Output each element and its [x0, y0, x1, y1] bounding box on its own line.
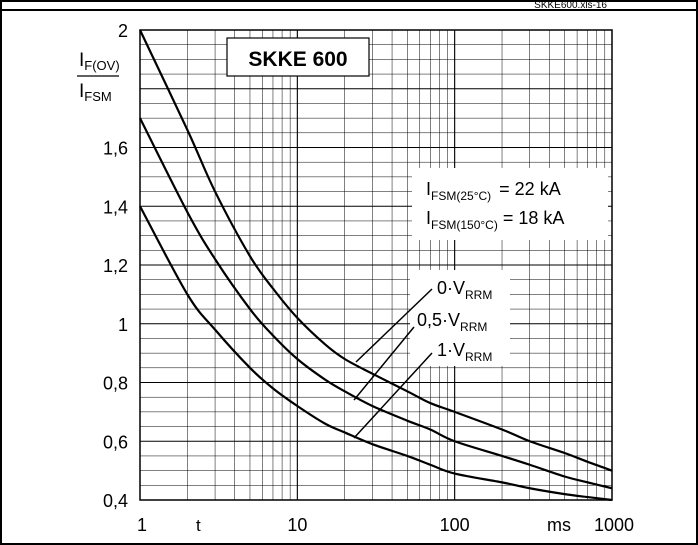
- series-line-1: [139, 117, 613, 490]
- series-label-1-prefix: 0,5·V: [417, 310, 460, 330]
- y-tick-label: 1: [118, 315, 128, 335]
- y-tick-label: 0,4: [103, 491, 128, 511]
- y-tick-labels: 0,4 0,6 0,8 1 1,2 1,4 1,6 2: [103, 21, 128, 511]
- y-axis-label: IF(OV) IFSM: [77, 50, 120, 104]
- series-label-1-leader: [353, 326, 415, 401]
- series-label-background: [410, 270, 510, 366]
- series-label-2: 1·VRRM: [353, 340, 492, 439]
- annotation-line-1: IFSM(25°C) = 22 kA: [426, 179, 561, 203]
- y-label-num-sub: F(OV): [84, 58, 119, 73]
- y-label-denominator: IFSM: [79, 81, 112, 104]
- x-tick-label: 1: [137, 515, 147, 535]
- series-line-2: [139, 205, 613, 502]
- y-tick-label: 0,8: [103, 374, 128, 394]
- chart-title: SKKE 600: [248, 48, 347, 71]
- y-tick-label: 1,4: [103, 197, 128, 217]
- file-label: SKKE600.xls-16: [534, 0, 607, 11]
- series-label-1-sub: RRM: [460, 320, 487, 334]
- x-axis-unit: ms: [547, 515, 571, 535]
- series-line-0: [139, 29, 613, 472]
- annotation-2-base: I: [426, 208, 431, 228]
- y-tick-label: 2: [118, 21, 128, 41]
- series-label-0-prefix: 0·V: [437, 278, 465, 298]
- annotation-1-sub: FSM(25°C): [431, 189, 491, 203]
- x-axis-label: t: [196, 516, 201, 535]
- series-label-2-sub: RRM: [465, 350, 492, 364]
- y-label-num-base: I: [79, 50, 84, 71]
- x-tick-label: 100: [440, 515, 470, 535]
- plot-border: [139, 29, 613, 501]
- series-label-0-sub: RRM: [465, 288, 492, 302]
- y-tick-label: 1,2: [103, 256, 128, 276]
- series-label-1: 0,5·VRRM: [353, 310, 487, 401]
- series-label-2-prefix: 1·V: [437, 340, 465, 360]
- annotation-1-base: I: [426, 179, 431, 199]
- x-tick-label: 10: [287, 515, 307, 535]
- annotation-2-value: = 18 kA: [503, 208, 565, 228]
- y-label-numerator: IF(OV): [79, 50, 120, 73]
- y-label-den-sub: FSM: [84, 89, 111, 104]
- title-box: [226, 37, 370, 77]
- curves: [139, 29, 613, 502]
- annotation-box: [412, 168, 608, 240]
- annotation-2-sub: FSM(150°C): [431, 218, 498, 232]
- series-label-2-leader: [353, 352, 433, 439]
- series-label-2-text: 1·VRRM: [437, 340, 492, 364]
- x-tick-labels: 1 10 100 1000: [137, 515, 634, 535]
- series-label-0-leader: [355, 288, 433, 363]
- series-label-1-text: 0,5·VRRM: [417, 310, 487, 334]
- grid: [140, 30, 612, 500]
- y-tick-label: 0,6: [103, 432, 128, 452]
- annotation-1-value: = 22 kA: [499, 179, 561, 199]
- y-tick-label: 1,6: [103, 139, 128, 159]
- series-label-0: 0·VRRM: [355, 278, 492, 363]
- annotation-line-2: IFSM(150°C) = 18 kA: [426, 208, 564, 232]
- x-tick-label: 1000: [594, 515, 634, 535]
- y-label-den-base: I: [79, 81, 84, 102]
- series-label-0-text: 0·VRRM: [437, 278, 492, 302]
